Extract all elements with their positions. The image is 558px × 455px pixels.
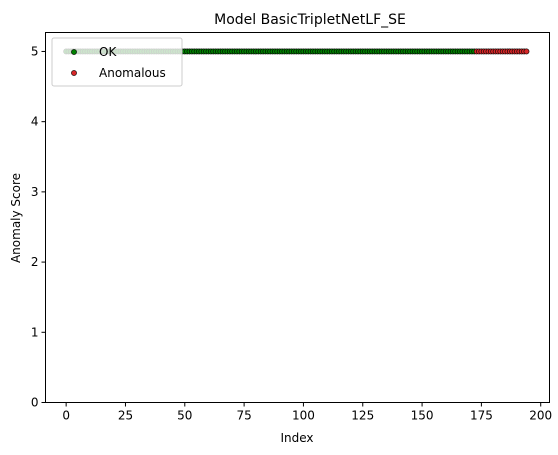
y-tick-label: 1	[31, 325, 39, 339]
x-tick-label: 50	[177, 409, 192, 423]
x-tick-label: 175	[470, 409, 493, 423]
legend-label-anomalous: Anomalous	[99, 66, 166, 80]
x-tick-label: 100	[292, 409, 315, 423]
chart-title: Model BasicTripletNetLF_SE	[214, 12, 406, 28]
legend-marker-ok	[71, 49, 77, 55]
y-tick-label: 4	[31, 115, 39, 129]
x-tick-label: 0	[62, 409, 70, 423]
x-tick-label: 125	[351, 409, 374, 423]
y-tick-label: 2	[31, 255, 39, 269]
y-axis-ticks: 0 1 2 3 4 5	[31, 44, 46, 410]
y-tick-label: 0	[31, 396, 39, 410]
legend-box	[51, 37, 183, 87]
legend-label-ok: OK	[99, 45, 117, 59]
legend: OK Anomalous	[51, 37, 183, 87]
x-tick-label: 200	[529, 409, 552, 423]
legend-marker-anomalous	[71, 70, 77, 76]
x-tick-label: 150	[411, 409, 434, 423]
y-axis-label: Anomaly Score	[9, 173, 23, 263]
x-tick-label: 25	[118, 409, 133, 423]
x-axis-label: Index	[280, 431, 313, 445]
x-tick-label: 75	[236, 409, 251, 423]
x-axis-ticks: 0 25 50 75 100 125 150 175 200	[62, 402, 552, 423]
y-tick-label: 3	[31, 185, 39, 199]
plot-frame	[45, 32, 550, 403]
y-tick-label: 5	[31, 44, 39, 58]
point-anomalous	[523, 48, 530, 55]
